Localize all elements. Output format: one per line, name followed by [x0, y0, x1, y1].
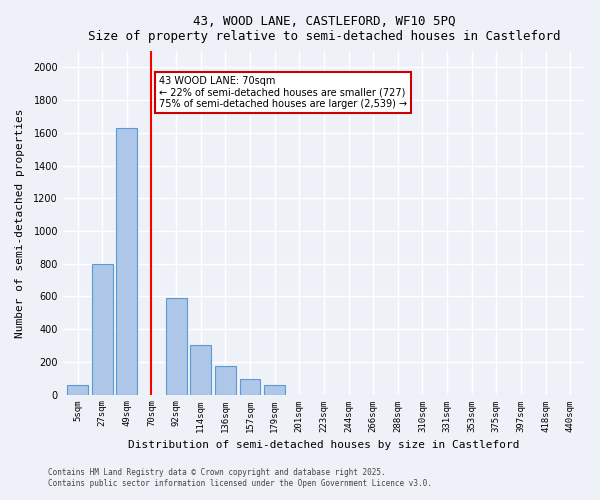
- Bar: [116, 128, 137, 394]
- Bar: [67, 384, 88, 394]
- Bar: [190, 346, 211, 395]
- X-axis label: Distribution of semi-detached houses by size in Castleford: Distribution of semi-detached houses by …: [128, 440, 520, 450]
- Text: 43 WOOD LANE: 70sqm
← 22% of semi-detached houses are smaller (727)
75% of semi-: 43 WOOD LANE: 70sqm ← 22% of semi-detach…: [159, 76, 407, 109]
- Y-axis label: Number of semi-detached properties: Number of semi-detached properties: [15, 108, 25, 338]
- Bar: [92, 264, 113, 394]
- Title: 43, WOOD LANE, CASTLEFORD, WF10 5PQ
Size of property relative to semi-detached h: 43, WOOD LANE, CASTLEFORD, WF10 5PQ Size…: [88, 15, 560, 43]
- Text: Contains HM Land Registry data © Crown copyright and database right 2025.
Contai: Contains HM Land Registry data © Crown c…: [48, 468, 432, 487]
- Bar: [215, 366, 236, 394]
- Bar: [166, 298, 187, 394]
- Bar: [239, 379, 260, 394]
- Bar: [264, 384, 285, 394]
